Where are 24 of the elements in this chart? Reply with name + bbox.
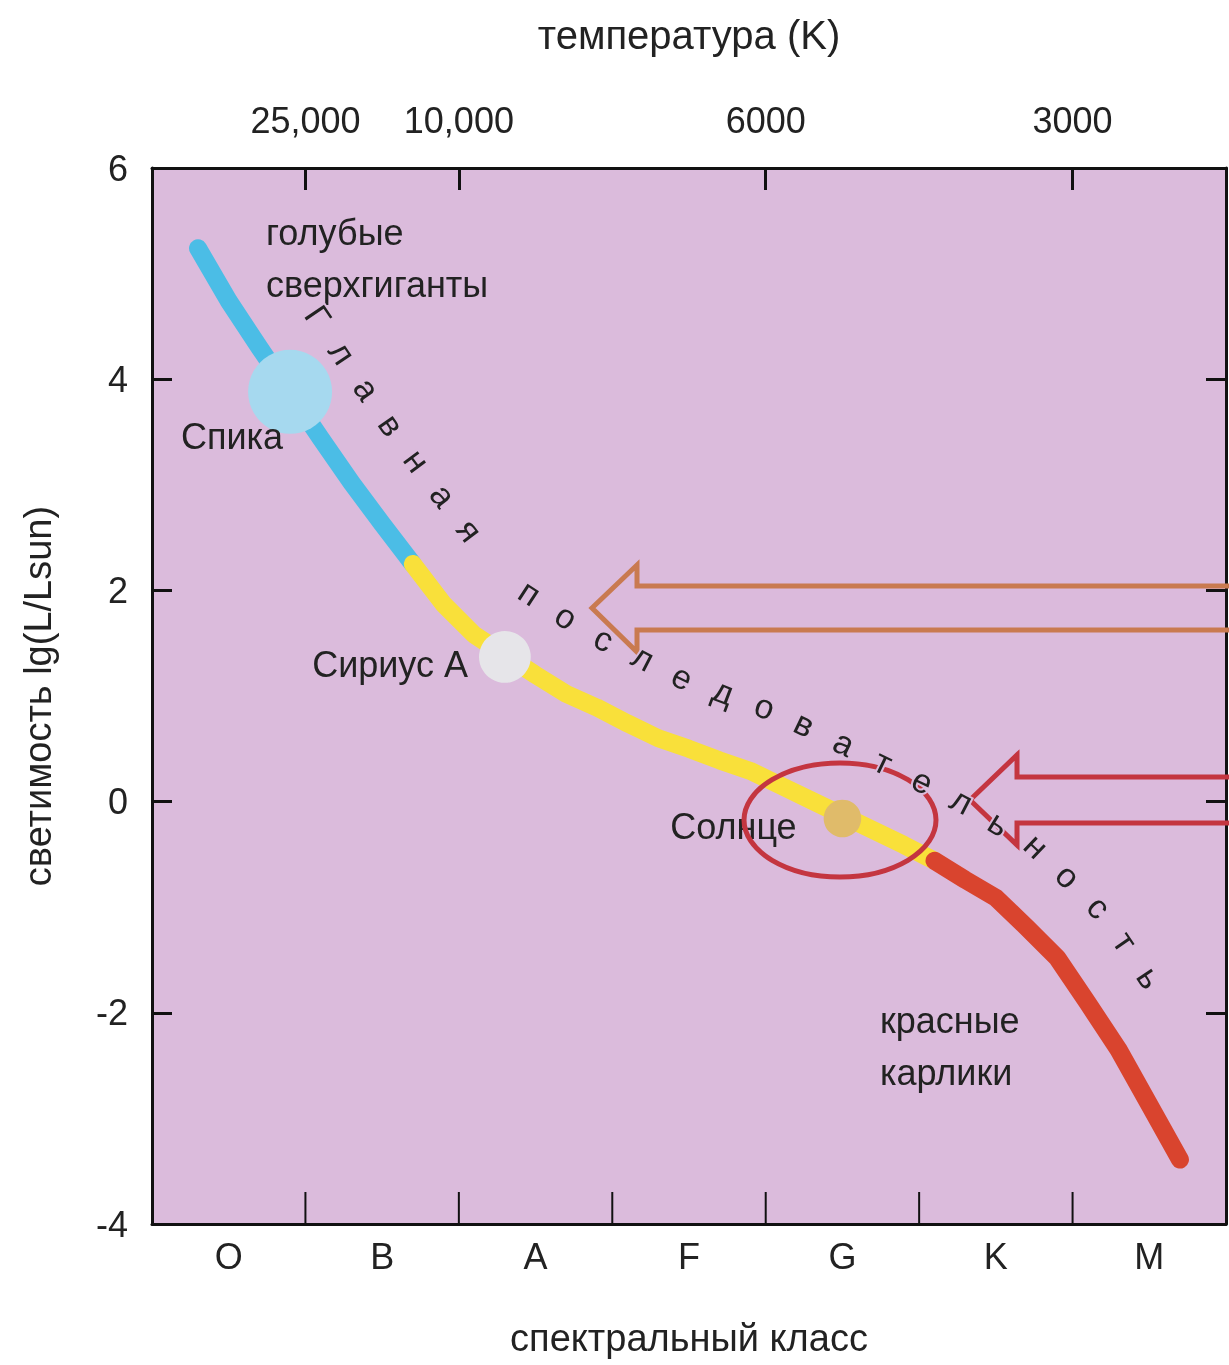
x-tick-label: F — [678, 1235, 700, 1277]
y-tick-label: 6 — [107, 147, 128, 189]
x-axis-title: спектральный класс — [510, 1317, 868, 1359]
text: температура (K) — [537, 13, 841, 57]
series-label: красные карлики — [879, 1000, 1020, 1094]
x-tick-label: B — [370, 1235, 395, 1277]
series-label: Сириус А — [312, 644, 468, 686]
x-tick-label: O — [214, 1235, 243, 1277]
y-tick-label: 4 — [107, 358, 128, 400]
text: 10,000 — [403, 99, 514, 141]
text: 25,000 — [250, 99, 361, 141]
y-tick-label: 2 — [107, 569, 128, 611]
y-tick-label: -4 — [95, 1203, 128, 1245]
text: 3000 — [1032, 99, 1113, 141]
series-label: Спика — [180, 416, 285, 458]
series-label: голубые сверхгиганты — [266, 211, 489, 305]
y-tick-label: -2 — [95, 992, 128, 1034]
x-tick-label: M — [1134, 1235, 1165, 1277]
y-tick-label: 0 — [107, 781, 128, 823]
y-axis-title: светимость lg(L/Lsun) — [17, 505, 59, 887]
x-tick-label: A — [523, 1235, 548, 1277]
text: 6000 — [725, 99, 806, 141]
x-tick-label: K — [983, 1235, 1008, 1277]
x-tick-label: G — [828, 1235, 857, 1277]
